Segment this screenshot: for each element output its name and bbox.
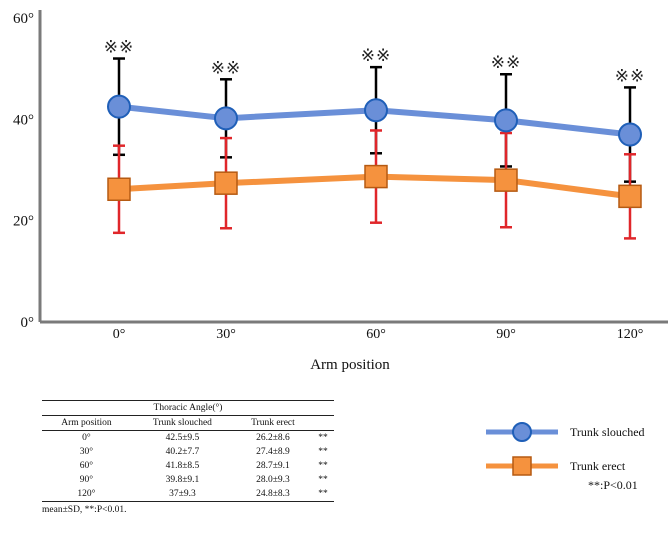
table-header-sig: [311, 415, 334, 431]
x-tick-label: 60°: [366, 327, 386, 342]
table-cell: 41.8±8.5: [165, 461, 200, 471]
legend-swatch-slouched: [486, 422, 558, 442]
table-cell: 30°: [79, 447, 94, 457]
stats-table: Thoracic Angle(°) Arm position Trunk slo…: [42, 400, 334, 502]
legend-swatch-erect: [486, 456, 558, 476]
table-cell: **: [318, 433, 328, 443]
data-point-slouched: [494, 108, 518, 133]
data-point-erect: [364, 164, 388, 189]
table-cell: 37±9.3: [130, 487, 234, 502]
table-cell: 120°: [42, 487, 131, 502]
data-point-erect: [214, 171, 238, 195]
legend-significance-note: **:P<0.01: [588, 478, 638, 492]
y-tick-label: 0°: [21, 315, 35, 331]
table-row: 30° 40.2±7.7 27.4±8.9 **: [42, 445, 334, 459]
chart-plot: 0° 20° 40° 60° 0° 30° 60° 90° 120° Arm position ※※…: [13, 10, 668, 373]
table-row: 0° 42.5±9.5 26.2±8.6 **: [42, 431, 334, 446]
x-tick-label: 120°: [617, 327, 644, 342]
table-cell: **: [318, 461, 328, 471]
significance-annotation: ※※: [211, 58, 242, 78]
y-tick-label: 40°: [13, 112, 34, 128]
table-cell: 90°: [79, 475, 94, 485]
y-tick-label: 20°: [13, 214, 34, 230]
table-footnote: mean±SD, **:P<0.01.: [42, 505, 127, 515]
table-cell: **: [311, 487, 334, 502]
x-axis-label: Arm position: [310, 357, 390, 373]
stats-table-container: Thoracic Angle(°) Arm position Trunk slo…: [42, 400, 334, 515]
table-cell: 0°: [82, 433, 91, 443]
table-cell: 28.0±9.3: [256, 475, 290, 485]
data-point-erect: [494, 168, 518, 192]
table-cell: 27.4±8.9: [256, 447, 290, 457]
data-point-slouched: [214, 106, 238, 131]
data-point-erect: [107, 177, 131, 202]
table-cell: 24.8±8.3: [233, 487, 312, 502]
significance-annotation: ※※: [104, 38, 135, 58]
legend-item-erect: Trunk erect: [484, 454, 671, 488]
table-row: 60° 41.8±8.5 28.7±9.1 **: [42, 459, 334, 473]
chart-legend: Trunk slouched Trunk erect **:P<0.01: [484, 420, 671, 492]
significance-annotation: ※※: [361, 46, 392, 66]
table-cell: **: [318, 447, 328, 457]
table-cell: 42.5±9.5: [165, 433, 200, 443]
data-point-slouched: [107, 94, 131, 119]
table-row: 120° 37±9.3 24.8±8.3 **: [42, 487, 334, 502]
table-row: 90° 39.8±9.1 28.0±9.3 **: [42, 473, 334, 487]
table-header-erect: Trunk erect: [233, 415, 312, 431]
table-cell: 40.2±7.7: [165, 447, 200, 457]
data-point-slouched: [364, 98, 388, 123]
table-cell: 60°: [79, 461, 94, 471]
table-header-slouched: Trunk slouched: [130, 415, 234, 431]
x-tick-label: 30°: [216, 327, 236, 342]
table-cell: 26.2±8.6: [256, 433, 290, 443]
table-cell: **: [318, 475, 328, 485]
legend-label-erect: Trunk erect: [570, 459, 626, 473]
y-tick-label: 60°: [13, 11, 34, 27]
table-cell: 28.7±9.1: [256, 461, 290, 471]
data-point-erect: [618, 184, 642, 209]
table-cell: 39.8±9.1: [165, 475, 200, 485]
x-tick-label: 90°: [496, 327, 516, 342]
legend-label-slouched: Trunk slouched: [570, 425, 645, 439]
table-header-arm: Arm position: [42, 415, 131, 431]
significance-annotation: ※※: [491, 53, 522, 73]
significance-annotation: ※※: [615, 66, 646, 86]
data-point-slouched: [618, 122, 642, 147]
x-tick-label: 0°: [113, 327, 126, 342]
table-title: Thoracic Angle(°): [42, 400, 334, 416]
legend-item-slouched: Trunk slouched: [484, 420, 671, 454]
